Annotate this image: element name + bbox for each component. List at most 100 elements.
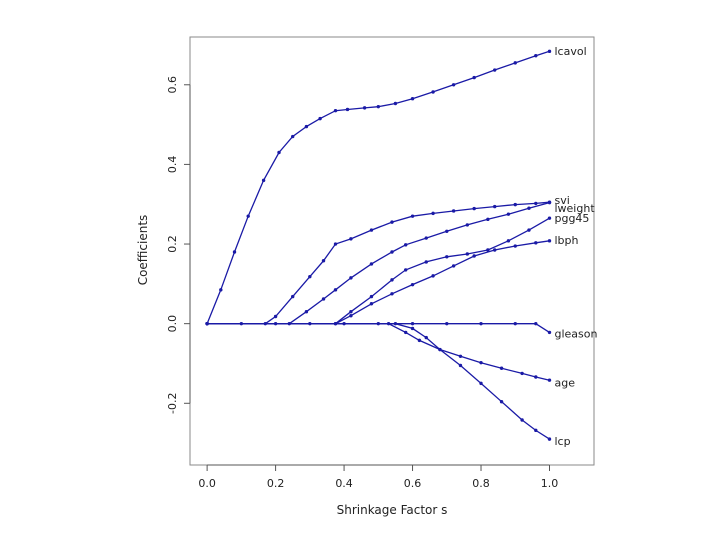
data-point-lweight: [424, 236, 428, 240]
data-point-lcavol: [232, 250, 237, 254]
series-line-lweight: [207, 201, 550, 325]
data-point-lcp: [499, 399, 504, 404]
y-tick-label: 0.6: [166, 76, 179, 94]
data-point-svi: [333, 242, 338, 246]
data-point-lcp: [424, 335, 428, 340]
data-point-svi: [321, 259, 326, 263]
data-point-gleason: [410, 321, 415, 326]
data-point-lbph: [493, 248, 497, 252]
data-point-lcavol: [472, 75, 476, 80]
series-line-lcavol: [206, 50, 550, 324]
data-point-lweight: [445, 229, 449, 233]
data-point-svi: [390, 220, 394, 224]
series-line-svi: [207, 201, 550, 325]
data-point-lcp: [393, 321, 398, 326]
series-line-lbph: [207, 240, 550, 325]
data-point-age: [499, 366, 504, 370]
data-point-lcavol: [451, 83, 456, 87]
data-point-gleason: [479, 321, 483, 326]
data-point-lcavol: [277, 150, 281, 155]
data-point-lcavol: [345, 107, 350, 112]
data-point-svi: [273, 314, 278, 319]
data-point-lweight: [486, 217, 490, 222]
data-point-pgg45: [547, 216, 552, 220]
data-point-lcavol: [376, 104, 381, 109]
data-point-svi: [472, 206, 476, 211]
data-point-svi: [291, 294, 295, 299]
data-point-svi: [513, 202, 517, 207]
series-label-age: age: [554, 377, 575, 390]
data-point-svi: [534, 201, 538, 206]
data-point-pgg45: [424, 260, 428, 264]
data-point-lcavol: [547, 49, 552, 54]
x-axis: 0.0 0.2 0.4 0.6 0.8 1.0: [198, 464, 559, 490]
data-point-pgg45: [390, 278, 394, 282]
x-tick-label: 0.2: [267, 477, 285, 490]
data-point-age: [479, 360, 483, 365]
x-tick-label: 0.6: [404, 477, 422, 490]
data-point-gleason: [534, 321, 538, 326]
data-point-svi: [349, 237, 353, 241]
data-point-lbph: [349, 313, 353, 318]
data-point-age: [547, 378, 552, 382]
data-point-pgg45: [445, 255, 449, 259]
data-point-lcavol: [513, 61, 517, 65]
series-lines: [205, 49, 552, 441]
data-point-lbph: [547, 239, 552, 243]
data-point-lcavol: [219, 288, 223, 292]
data-point-lcp: [438, 347, 442, 352]
data-point-gleason: [513, 321, 517, 326]
data-point-svi: [308, 274, 312, 279]
data-point-age: [417, 338, 422, 343]
series-label-lcavol: lcavol: [554, 45, 586, 58]
x-tick-label: 0.4: [335, 477, 353, 490]
data-point-svi: [431, 211, 435, 216]
data-point-pgg45: [403, 268, 408, 272]
x-tick-label: 1.0: [541, 477, 559, 490]
data-point-lcavol: [393, 101, 398, 106]
data-point-lbph: [369, 302, 374, 306]
data-point-lcp: [479, 381, 483, 386]
data-point-lweight: [369, 262, 374, 266]
series-label-pgg45: pgg45: [554, 212, 589, 225]
data-point-lcp: [534, 428, 538, 433]
x-tick-label: 0.0: [198, 477, 216, 490]
data-point-lcp: [547, 437, 552, 441]
data-point-lcavol: [291, 134, 295, 139]
data-point-lweight: [527, 206, 531, 210]
series-label-gleason: gleason: [554, 328, 597, 341]
y-tick-label: 0.4: [166, 156, 179, 174]
data-point-lcp: [410, 326, 415, 331]
data-point-lweight: [506, 212, 511, 216]
data-point-lbph: [451, 264, 456, 268]
x-tick-label: 0.8: [472, 477, 490, 490]
data-point-lweight: [304, 310, 309, 314]
data-point-lcavol: [304, 124, 309, 129]
y-tick-label: 0.0: [166, 315, 179, 333]
series-label-lweight: lweight: [554, 202, 595, 215]
data-point-lcavol: [261, 178, 266, 183]
data-point-age: [534, 375, 538, 379]
data-point-lcavol: [431, 90, 435, 94]
data-point-pgg45: [349, 310, 353, 314]
data-point-lcavol: [410, 97, 415, 101]
data-point-svi: [451, 209, 456, 213]
y-tick-label: 0.2: [166, 235, 179, 253]
data-point-lweight: [390, 250, 394, 254]
data-point-lbph: [431, 274, 435, 278]
data-point-lcp: [520, 418, 524, 422]
data-point-pgg45: [369, 294, 374, 299]
data-point-pgg45: [506, 239, 511, 243]
data-point-lweight: [403, 243, 408, 247]
data-point-lcavol: [493, 68, 497, 72]
data-point-lbph: [410, 282, 415, 287]
data-point-svi: [410, 214, 415, 218]
data-point-lcavol: [534, 54, 538, 58]
y-axis: -0.2 0.0 0.2 0.4 0.6: [166, 76, 191, 414]
data-point-lweight: [547, 200, 552, 205]
data-point-lcavol: [318, 116, 322, 121]
series-line-lcp: [207, 323, 550, 440]
data-point-lbph: [390, 292, 394, 296]
data-point-gleason: [445, 321, 449, 326]
